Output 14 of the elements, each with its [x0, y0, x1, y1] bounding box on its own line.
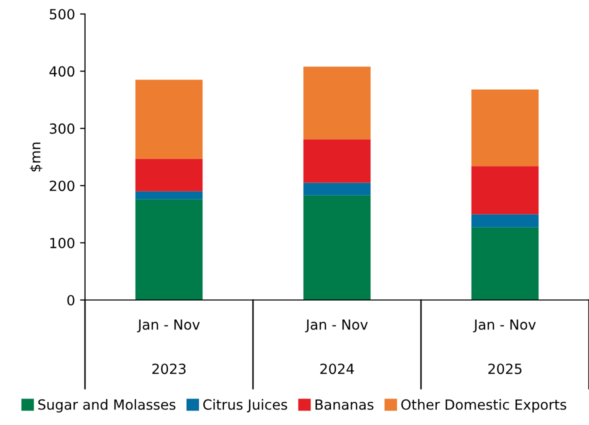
- legend-label: Other Domestic Exports: [401, 399, 566, 412]
- legend-label: Sugar and Molasses: [38, 399, 176, 412]
- category-label: Jan - Nov 2025: [473, 319, 536, 374]
- y-tick-label: 500: [50, 8, 74, 20]
- y-axis-title: $mn: [30, 142, 42, 172]
- legend-label: Bananas: [316, 399, 374, 410]
- legend-label: Citrus Juices: [203, 399, 288, 412]
- category-label: Jan - Nov 2023: [137, 319, 200, 374]
- y-tick-label: 0: [67, 294, 74, 306]
- category-label: Jan - Nov 2024: [305, 319, 368, 374]
- y-tick-label: 300: [50, 123, 74, 134]
- y-tick-label: 100: [50, 238, 74, 248]
- y-tick-label: 200: [50, 180, 74, 192]
- y-tick-label: 400: [49, 66, 74, 77]
